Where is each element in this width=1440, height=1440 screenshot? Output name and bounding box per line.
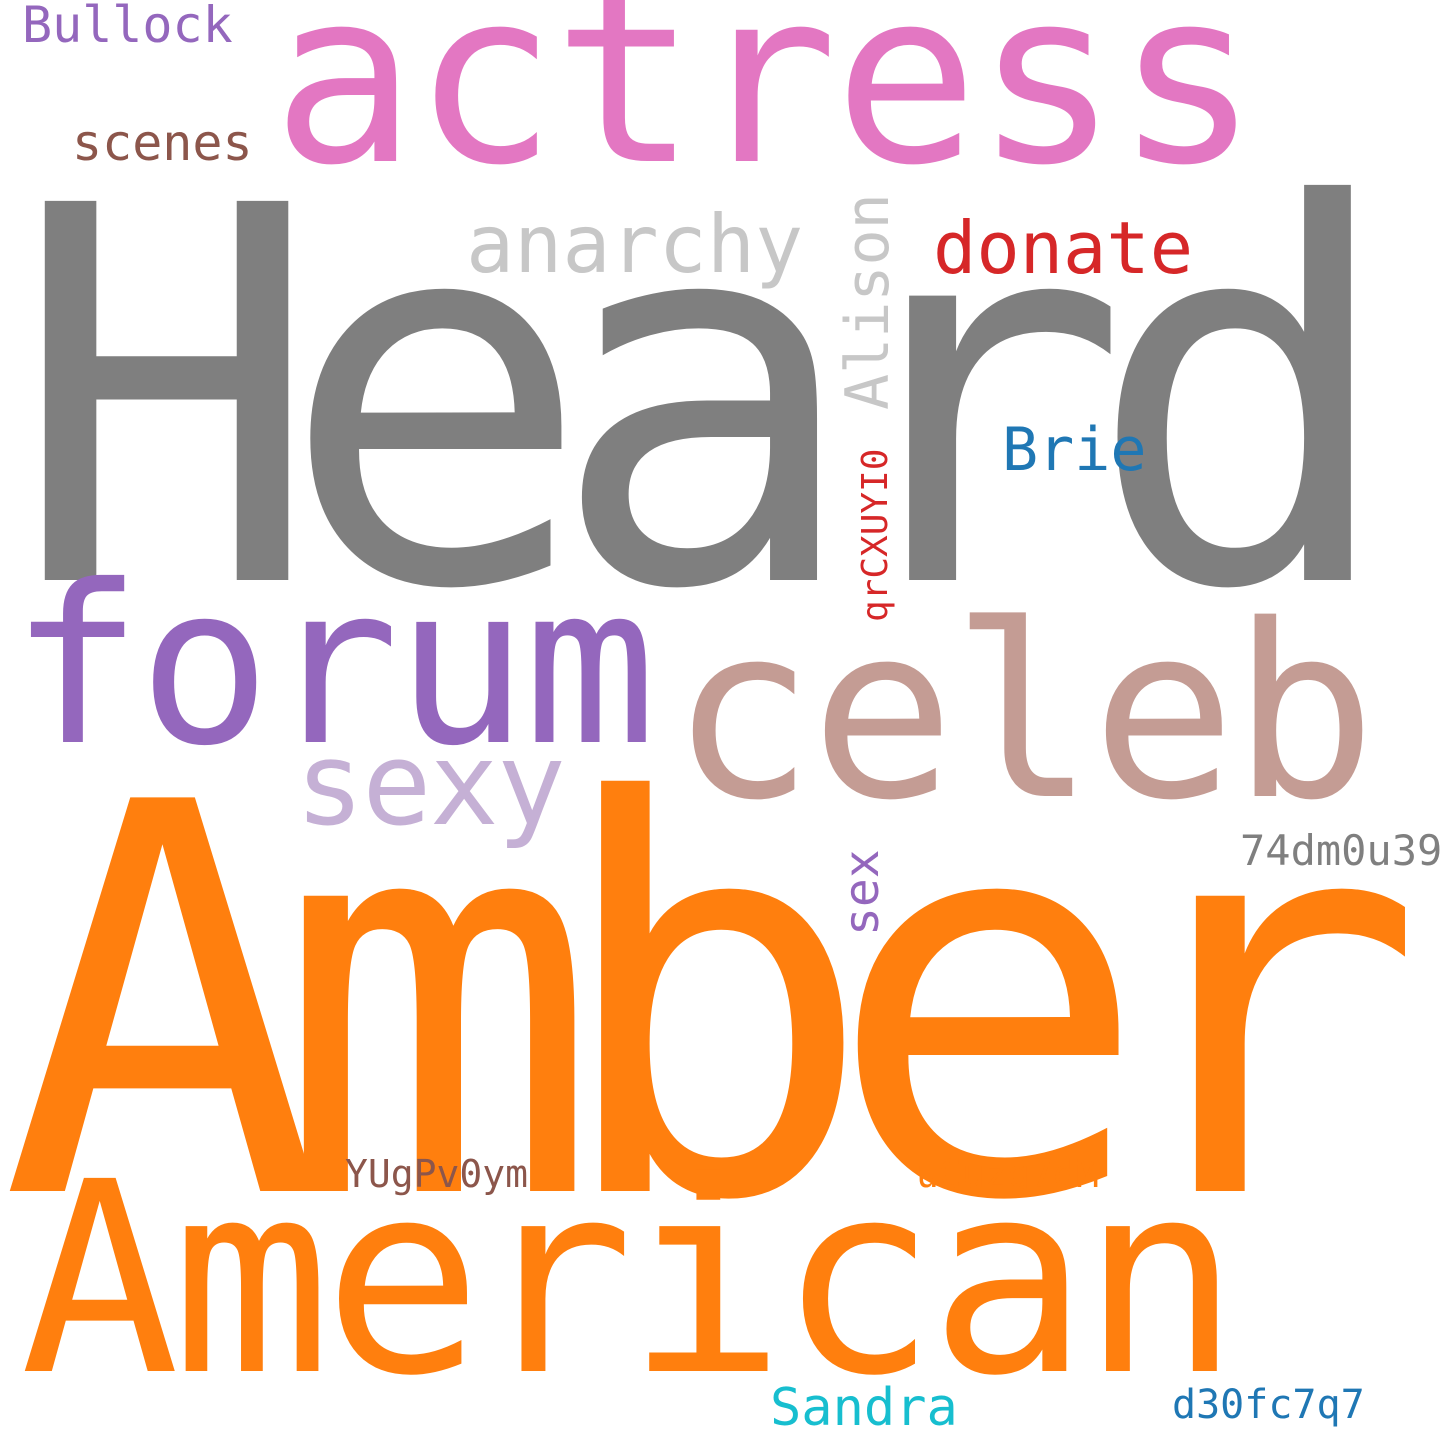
word-bullock: Bullock [22,0,233,54]
word-brie: Brie [1002,415,1147,485]
word-heard: Heard [10,97,1399,703]
word-74dm0u39: 74dm0u39 [1240,826,1440,875]
word-celeb: celeb [670,573,1376,853]
word-yugpv0ym: YUgPv0ym [345,1152,529,1196]
word-sexy: sexy [295,718,566,852]
word-donate: donate [933,206,1194,290]
word-alison: Alison [833,193,903,410]
word-sandra: Sandra [770,1378,958,1438]
word-scenes: scenes [72,114,253,172]
word-ucuzg7dm: uCuzg7dM [916,1152,1100,1196]
word-amber: Amber [0,691,1426,1319]
word-forum: forum [10,538,656,794]
word-actress: actress [272,0,1259,218]
word-d30fc7q7: d30fc7q7 [1172,1382,1365,1428]
word-american: American [20,1126,1240,1434]
word-anarchy: anarchy [466,198,804,291]
